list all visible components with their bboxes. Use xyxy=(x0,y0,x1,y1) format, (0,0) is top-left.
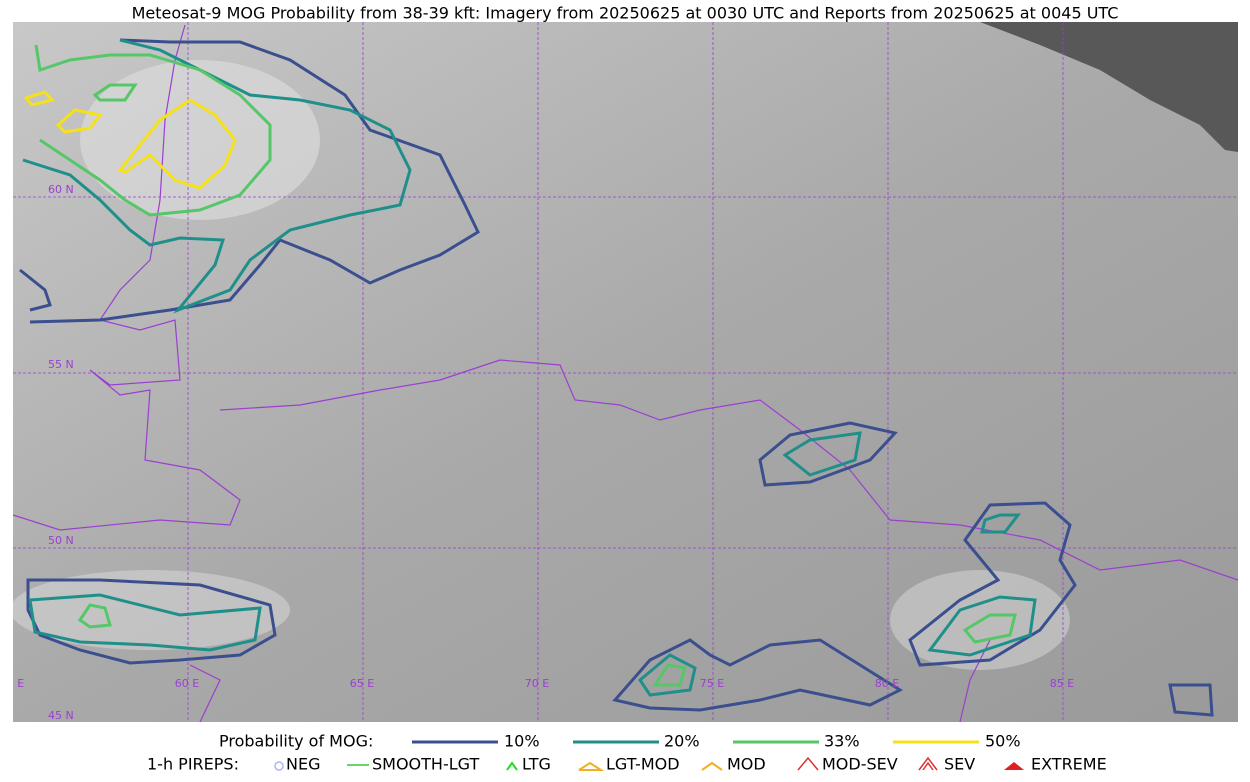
lat-label: 55 N xyxy=(48,358,74,371)
coastlines xyxy=(13,24,1238,722)
legend-label: LGT-MOD xyxy=(606,755,680,774)
cloud xyxy=(80,60,320,220)
legend-label: 50% xyxy=(985,732,1021,751)
sev-symbol xyxy=(918,756,938,771)
legend-label: SMOOTH-LGT xyxy=(372,755,479,774)
legend-title: Probability of MOG: xyxy=(219,732,373,751)
legend-label: 10% xyxy=(504,732,540,751)
lon-label: 60 E xyxy=(175,677,199,690)
no-data xyxy=(980,22,1238,152)
lat-label: 50 N xyxy=(48,534,74,547)
mod-sev-symbol xyxy=(797,756,819,771)
lon-label: 65 E xyxy=(350,677,374,690)
grid-labels: 60 N 55 N 50 N 45 N 55 E 60 E 65 E 70 E … xyxy=(0,183,1074,722)
lon-label: 85 E xyxy=(1050,677,1074,690)
legend-label: NEG xyxy=(286,755,320,774)
lon-label: 55 E xyxy=(0,677,24,690)
lon-label: 80 E xyxy=(875,677,899,690)
mod-symbol xyxy=(701,761,723,771)
lon-label: 70 E xyxy=(525,677,549,690)
legend-label: MOD xyxy=(727,755,766,774)
lon-label: 75 E xyxy=(700,677,724,690)
legend-label: LTG xyxy=(522,755,551,774)
title: Meteosat-9 MOG Probability from 38-39 kf… xyxy=(132,4,1119,23)
ltg-symbol xyxy=(506,761,518,771)
neg-symbol xyxy=(274,761,284,771)
legend-label: 33% xyxy=(824,732,860,751)
lat-label: 60 N xyxy=(48,183,74,196)
grid xyxy=(13,22,1238,722)
legend-label: SEV xyxy=(944,755,975,774)
contours xyxy=(19,38,1214,717)
legend: Probability of MOG: 10% 20% 33% 50% 1-h … xyxy=(147,732,1107,774)
lat-label: 45 N xyxy=(48,709,74,722)
legend-label: 20% xyxy=(664,732,700,751)
lgt-mod-symbol xyxy=(578,761,605,771)
map: 60 N 55 N 50 N 45 N 55 E 60 E 65 E 70 E … xyxy=(0,22,1238,722)
extreme-symbol xyxy=(1004,762,1024,770)
legend-label: EXTREME xyxy=(1031,755,1107,774)
legend-title: 1-h PIREPS: xyxy=(147,755,239,774)
legend-label: MOD-SEV xyxy=(822,755,898,774)
